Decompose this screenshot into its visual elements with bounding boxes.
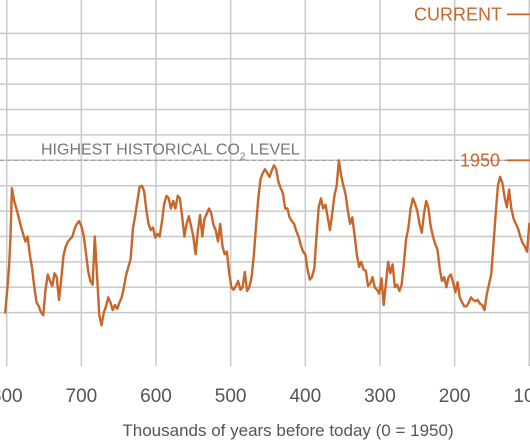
highest-label-rest: LEVEL [245, 141, 299, 158]
horizontal-gridlines [0, 32, 530, 314]
x-tick-label: 800 [0, 386, 23, 407]
x-tick-label: 100 [513, 386, 530, 407]
x-axis-title: Thousands of years before today (0 = 195… [122, 421, 453, 440]
x-tick-label: 400 [289, 386, 321, 407]
x-axis-tick-labels: 800 700 600 500 400 300 200 100 [0, 386, 530, 407]
x-tick-label: 500 [215, 386, 247, 407]
svg-text:HIGHEST HISTORICAL CO2 LEVEL: HIGHEST HISTORICAL CO2 LEVEL [41, 141, 300, 162]
x-tick-label: 200 [439, 386, 471, 407]
highest-label-main: HIGHEST HISTORICAL CO [41, 141, 240, 158]
co2-series-line [4, 159, 530, 327]
year-1950-label: 1950 [460, 150, 500, 170]
highest-label-subscript: 2 [240, 151, 246, 162]
current-label: CURRENT [414, 4, 502, 24]
vertical-gridlines [5, 0, 530, 366]
x-tick-label: 600 [140, 386, 172, 407]
x-tick-label: 300 [364, 386, 396, 407]
x-tick-label: 700 [66, 386, 98, 407]
highest-historical-level-label: HIGHEST HISTORICAL CO2 LEVEL [41, 141, 300, 162]
